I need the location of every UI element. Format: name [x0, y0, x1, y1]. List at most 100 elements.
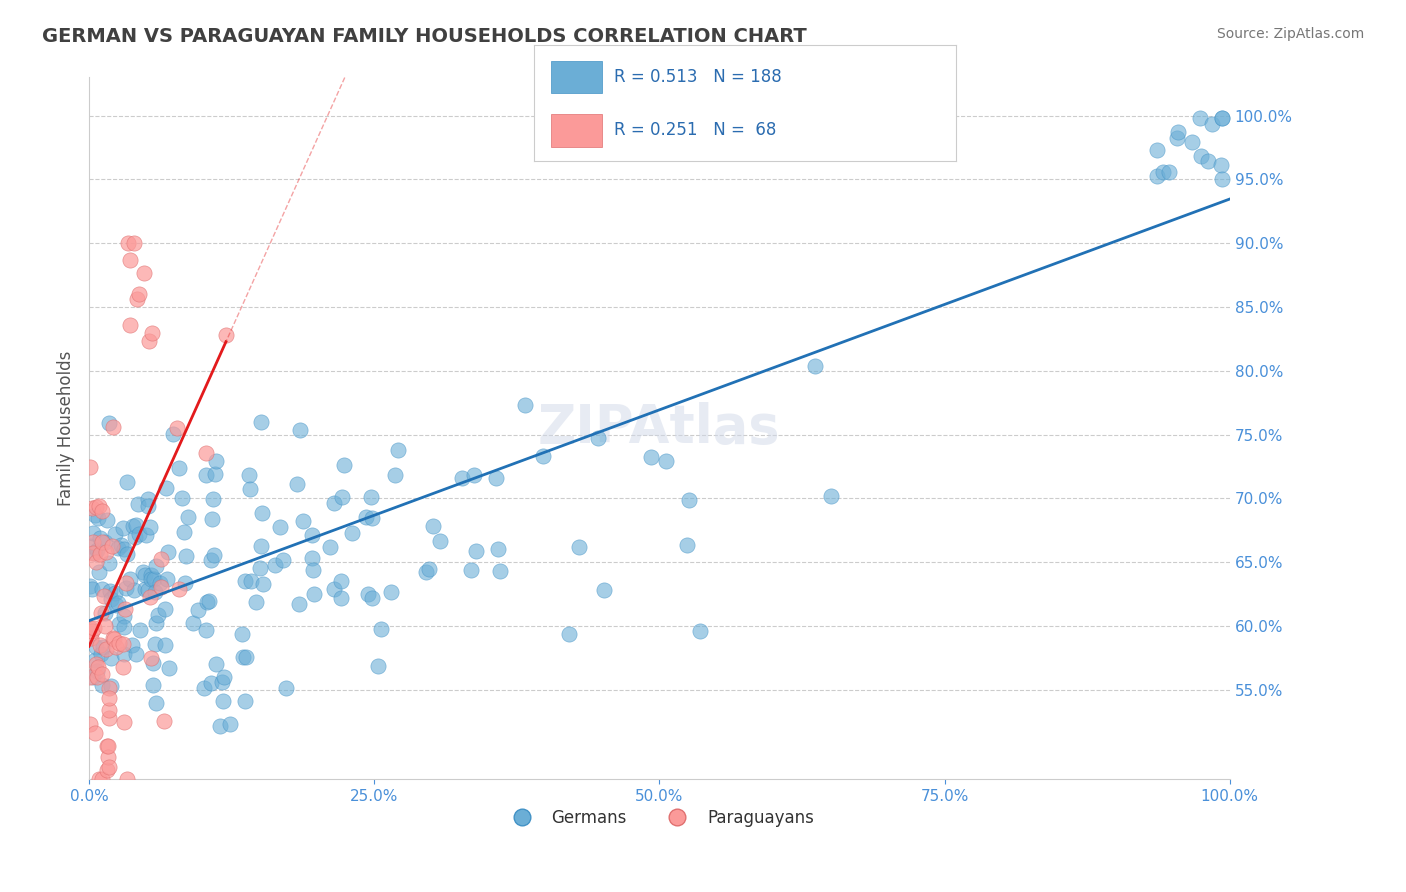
- Point: [173, 576, 195, 591]
- Point: [104, 640, 127, 654]
- Point: [285, 476, 308, 491]
- Point: [209, 719, 232, 733]
- Point: [460, 563, 482, 577]
- Point: [156, 572, 179, 586]
- Point: [167, 582, 190, 597]
- Text: Source: ZipAtlas.com: Source: ZipAtlas.com: [1216, 27, 1364, 41]
- Point: [143, 637, 166, 651]
- Point: [239, 482, 262, 496]
- Point: [170, 491, 193, 505]
- Point: [139, 650, 162, 665]
- Point: [1209, 158, 1232, 172]
- Point: [322, 496, 344, 510]
- FancyBboxPatch shape: [551, 61, 602, 94]
- Point: [91, 535, 114, 549]
- Point: [125, 647, 148, 661]
- Point: [153, 714, 176, 728]
- Point: [249, 561, 271, 575]
- Point: [640, 450, 662, 464]
- Point: [387, 442, 409, 457]
- Point: [195, 595, 218, 609]
- Point: [89, 532, 111, 546]
- Point: [1189, 148, 1212, 162]
- Point: [127, 497, 149, 511]
- Point: [146, 608, 169, 623]
- Point: [689, 624, 711, 639]
- Point: [94, 534, 117, 549]
- Point: [194, 623, 217, 637]
- Point: [128, 527, 150, 541]
- Point: [1152, 165, 1174, 179]
- Point: [291, 514, 314, 528]
- Point: [245, 595, 267, 609]
- Point: [252, 577, 274, 591]
- Point: [153, 638, 176, 652]
- Point: [97, 556, 120, 570]
- Point: [97, 739, 120, 753]
- Point: [238, 468, 260, 483]
- Point: [115, 576, 138, 591]
- Point: [80, 632, 103, 646]
- Point: [429, 533, 451, 548]
- Point: [117, 236, 139, 251]
- Point: [145, 696, 167, 710]
- Text: R = 0.513   N = 188: R = 0.513 N = 188: [614, 68, 782, 86]
- Point: [488, 564, 510, 578]
- Point: [94, 619, 117, 633]
- Point: [96, 763, 118, 777]
- Point: [177, 509, 200, 524]
- Point: [112, 542, 135, 557]
- Point: [94, 641, 117, 656]
- Point: [139, 520, 162, 534]
- Point: [122, 518, 145, 533]
- Point: [80, 582, 103, 596]
- Point: [89, 565, 111, 579]
- Point: [124, 236, 146, 251]
- Point: [187, 603, 209, 617]
- Point: [155, 481, 177, 495]
- Point: [250, 506, 273, 520]
- Point: [120, 318, 142, 332]
- Point: [107, 596, 129, 610]
- Point: [150, 580, 173, 594]
- Point: [93, 590, 115, 604]
- Point: [104, 526, 127, 541]
- Point: [83, 725, 105, 739]
- Point: [84, 555, 107, 569]
- Point: [465, 543, 488, 558]
- Point: [593, 583, 616, 598]
- Point: [169, 460, 191, 475]
- Point: [97, 760, 120, 774]
- Point: [82, 525, 104, 540]
- Point: [82, 545, 104, 559]
- Point: [86, 664, 108, 678]
- Point: [422, 519, 444, 533]
- Point: [201, 512, 224, 526]
- Point: [148, 576, 170, 591]
- Point: [91, 640, 114, 655]
- Point: [86, 670, 108, 684]
- Point: [100, 651, 122, 665]
- Point: [360, 591, 382, 606]
- Point: [276, 681, 298, 696]
- Point: [112, 660, 135, 674]
- Point: [330, 574, 353, 588]
- Point: [415, 565, 437, 579]
- Point: [79, 459, 101, 474]
- Point: [97, 750, 120, 764]
- Point: [367, 658, 389, 673]
- Text: ZIPAtlas: ZIPAtlas: [538, 402, 780, 454]
- Point: [678, 493, 700, 508]
- Point: [568, 540, 591, 554]
- Point: [136, 582, 159, 597]
- Point: [174, 549, 197, 563]
- Point: [356, 509, 378, 524]
- Point: [134, 582, 156, 597]
- Point: [94, 606, 117, 620]
- Point: [97, 711, 120, 725]
- Point: [250, 539, 273, 553]
- Point: [90, 666, 112, 681]
- Point: [264, 558, 287, 573]
- Point: [1211, 111, 1233, 125]
- Point: [79, 539, 101, 553]
